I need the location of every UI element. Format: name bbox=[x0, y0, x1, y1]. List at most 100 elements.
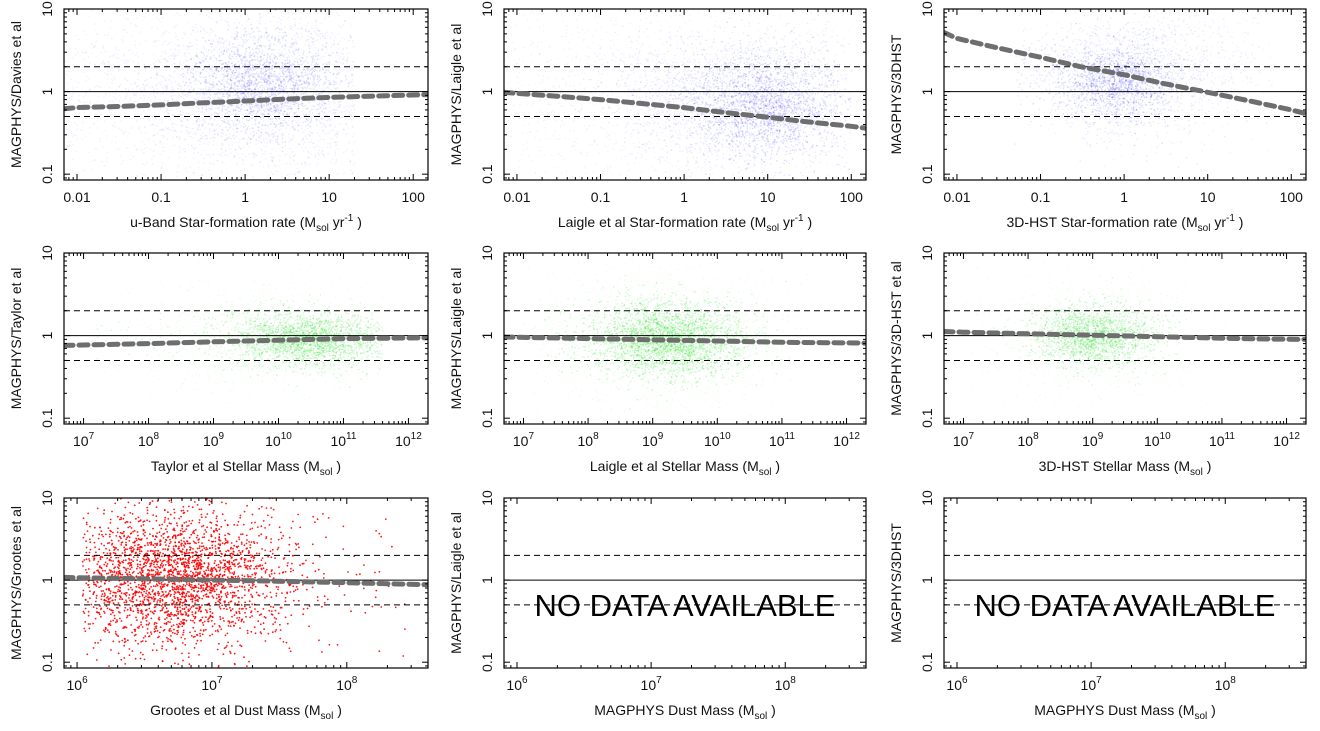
scatter-point bbox=[246, 56, 248, 58]
scatter-point bbox=[261, 107, 263, 109]
scatter-point bbox=[88, 152, 90, 154]
scatter-point bbox=[213, 144, 215, 146]
scatter-point bbox=[280, 19, 282, 21]
scatter-point bbox=[287, 11, 289, 13]
scatter-point bbox=[109, 110, 111, 112]
scatter-point bbox=[231, 120, 233, 122]
scatter-point bbox=[327, 70, 329, 72]
scatter-point bbox=[240, 175, 242, 177]
scatter-point bbox=[221, 98, 223, 100]
scatter-point bbox=[116, 46, 118, 48]
scatter-point bbox=[291, 26, 293, 28]
scatter-point bbox=[660, 96, 662, 98]
scatter-point bbox=[255, 69, 257, 71]
scatter-point bbox=[210, 71, 212, 73]
scatter-point bbox=[143, 174, 145, 176]
scatter-point bbox=[311, 33, 313, 35]
scatter-point bbox=[136, 25, 138, 27]
scatter-point bbox=[182, 150, 184, 152]
scatter-point bbox=[241, 37, 243, 39]
scatter-point bbox=[277, 27, 279, 29]
scatter-point bbox=[176, 136, 178, 138]
scatter-point bbox=[203, 88, 205, 90]
scatter-point bbox=[88, 56, 90, 58]
scatter-point bbox=[664, 60, 666, 62]
scatter-point bbox=[97, 121, 99, 123]
scatter-point bbox=[309, 114, 311, 116]
scatter-point bbox=[301, 75, 303, 77]
scatter-point bbox=[338, 71, 340, 73]
scatter-point bbox=[191, 107, 193, 109]
scatter-point bbox=[338, 74, 340, 76]
scatter-point bbox=[97, 117, 99, 119]
scatter-point bbox=[88, 16, 90, 18]
scatter-point bbox=[106, 135, 108, 137]
scatter-point bbox=[247, 120, 249, 122]
scatter-point bbox=[278, 38, 280, 40]
scatter-point bbox=[323, 56, 325, 58]
scatter-point bbox=[249, 33, 251, 35]
scatter-point bbox=[214, 73, 216, 75]
scatter-point bbox=[238, 80, 240, 82]
scatter-point bbox=[111, 78, 113, 80]
scatter-point bbox=[747, 160, 749, 162]
scatter-point bbox=[694, 59, 696, 61]
scatter-point bbox=[237, 50, 239, 52]
scatter-point bbox=[290, 127, 292, 129]
scatter-point bbox=[281, 128, 283, 130]
scatter-point bbox=[341, 53, 343, 55]
scatter-point bbox=[224, 139, 226, 141]
scatter-point bbox=[219, 60, 221, 62]
scatter-point bbox=[261, 142, 263, 144]
scatter-point bbox=[172, 99, 174, 101]
scatter-point bbox=[350, 160, 352, 162]
scatter-point bbox=[185, 94, 187, 96]
scatter-point bbox=[241, 87, 243, 89]
scatter-point bbox=[709, 72, 711, 74]
scatter-point bbox=[322, 35, 324, 37]
scatter-point bbox=[169, 110, 171, 112]
scatter-point bbox=[174, 58, 176, 60]
scatter-point bbox=[319, 107, 321, 109]
scatter-point bbox=[267, 125, 269, 127]
scatter-point bbox=[229, 53, 231, 55]
scatter-point bbox=[230, 114, 232, 116]
scatter-point bbox=[776, 42, 778, 44]
scatter-point bbox=[330, 72, 332, 74]
scatter-point bbox=[200, 26, 202, 28]
scatter-point bbox=[127, 19, 129, 21]
scatter-point bbox=[803, 146, 805, 148]
scatter-point bbox=[175, 43, 177, 45]
scatter-point bbox=[261, 36, 263, 38]
scatter-point bbox=[286, 114, 288, 116]
scatter-point bbox=[721, 93, 723, 95]
scatter-point bbox=[210, 162, 212, 164]
scatter-point bbox=[266, 70, 268, 72]
scatter-point bbox=[254, 92, 256, 94]
scatter-point bbox=[113, 64, 115, 66]
scatter-point bbox=[255, 119, 257, 121]
scatter-point bbox=[210, 108, 212, 110]
scatter-point bbox=[255, 144, 257, 146]
scatter-point bbox=[172, 89, 174, 91]
scatter-point bbox=[289, 137, 291, 139]
scatter-point bbox=[156, 85, 158, 87]
scatter-point bbox=[336, 74, 338, 76]
scatter-point bbox=[208, 108, 210, 110]
scatter-point bbox=[145, 69, 147, 71]
scatter-point bbox=[165, 40, 167, 42]
scatter-point bbox=[270, 123, 272, 125]
scatter-point bbox=[221, 155, 223, 157]
scatter-point bbox=[210, 89, 212, 91]
scatter-point bbox=[74, 13, 76, 15]
scatter-point bbox=[220, 40, 222, 42]
scatter-point bbox=[301, 83, 303, 85]
scatter-point bbox=[286, 105, 288, 107]
scatter-point bbox=[216, 70, 218, 72]
scatter-point bbox=[195, 124, 197, 126]
scatter-point bbox=[209, 119, 211, 121]
scatter-point bbox=[211, 46, 213, 48]
scatter-point bbox=[344, 38, 346, 40]
scatter-point bbox=[311, 68, 313, 70]
scatter-point bbox=[201, 124, 203, 126]
